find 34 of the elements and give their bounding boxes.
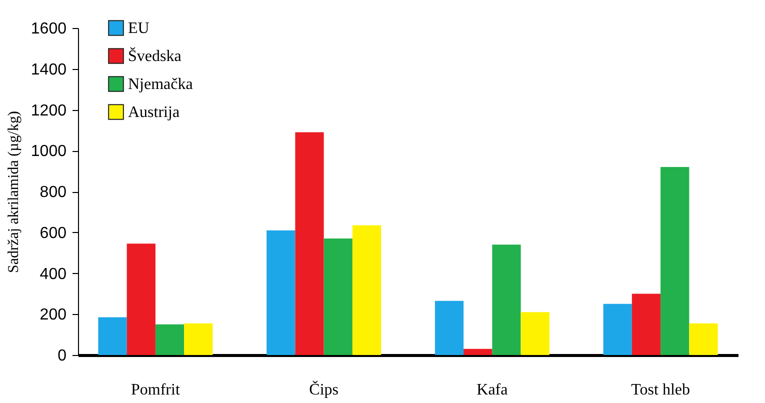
x-tick-label: Kafa (476, 382, 508, 398)
bar (689, 323, 718, 355)
bar (184, 323, 213, 355)
bar (126, 244, 156, 355)
bar (492, 244, 521, 355)
x-tick-label: Tost hleb (631, 382, 690, 398)
legend-label: Švedska (128, 47, 182, 65)
bar (520, 312, 550, 355)
legend-label: Njemačka (128, 76, 193, 93)
y-tick-label: 1600 (30, 20, 67, 38)
bar (266, 230, 296, 355)
bar (660, 166, 690, 355)
bar (352, 225, 382, 355)
bar (464, 348, 492, 355)
x-tick-label: Čips (309, 380, 338, 398)
y-tick-label: 800 (40, 184, 67, 201)
y-tick-label: 1200 (30, 102, 67, 120)
bar (295, 132, 324, 355)
y-tick-label: 1000 (30, 143, 67, 160)
bar (98, 317, 127, 355)
y-tick-label: 400 (40, 266, 67, 283)
bar (434, 300, 464, 355)
y-tick-label: 0 (58, 348, 67, 364)
y-tick-label: 600 (40, 224, 67, 242)
y-axis-title: Sadržaj akrilamida (µg/kg) (6, 111, 22, 273)
bar (632, 294, 661, 355)
legend-label: Austrija (128, 104, 180, 121)
bar (155, 324, 184, 355)
legend-label: EU (128, 20, 150, 37)
bar (324, 238, 352, 355)
y-tick-label: 1400 (30, 61, 67, 78)
bar (603, 304, 632, 355)
x-tick-label: Pomfrit (131, 382, 180, 398)
y-tick-label: 200 (40, 306, 67, 324)
